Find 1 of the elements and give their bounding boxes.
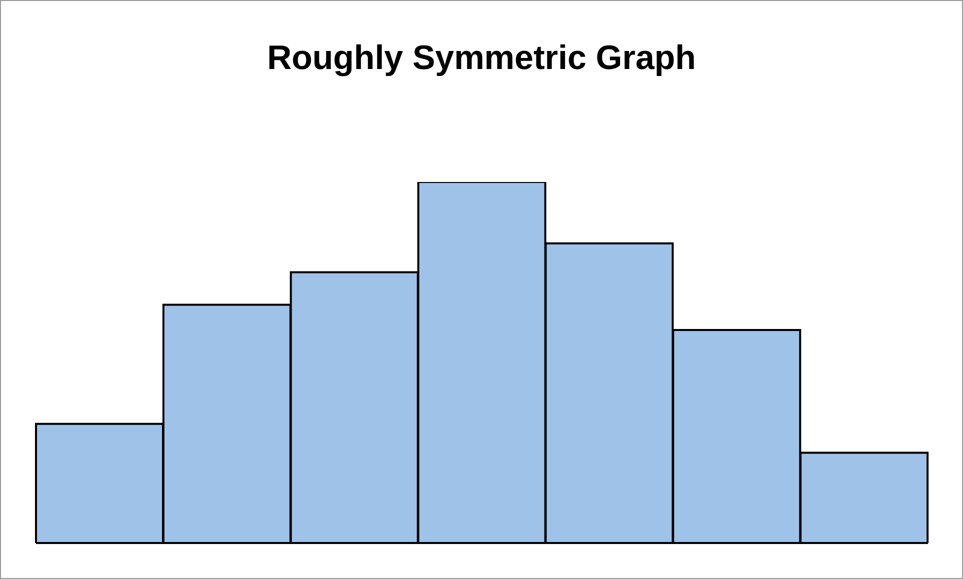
chart-title: Roughly Symmetric Graph xyxy=(266,39,697,78)
